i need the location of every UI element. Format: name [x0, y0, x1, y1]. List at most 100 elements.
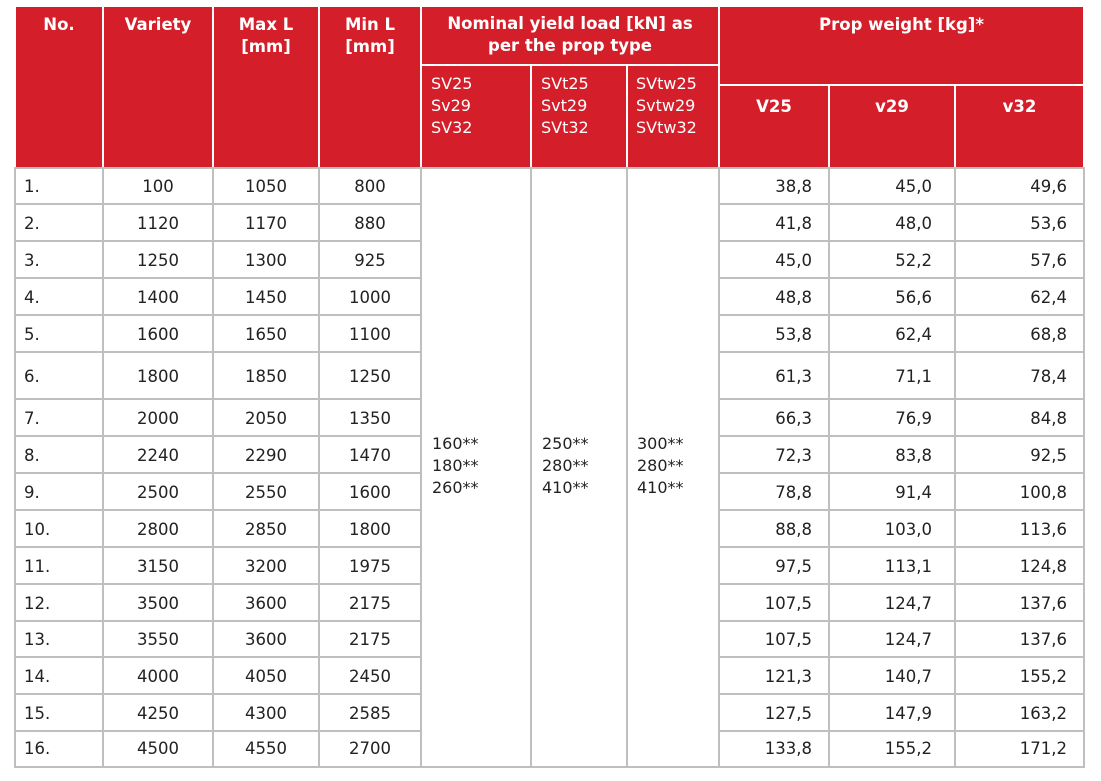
header-type-group-2: SVt25 Svt29 SVt32	[532, 66, 626, 167]
cell-min: 2585	[349, 704, 391, 723]
cell-w32: 124,8	[1019, 557, 1067, 576]
cell-variety: 3150	[137, 557, 179, 576]
cell-w32: 113,6	[1019, 520, 1067, 539]
cell-min: 1100	[349, 325, 391, 344]
type-group-3-label: SVtw25 Svtw29 SVtw32	[636, 74, 697, 137]
cell-w32: 163,2	[1019, 704, 1067, 723]
header-variety: Variety	[104, 7, 212, 167]
cell-w29: 56,6	[895, 288, 932, 307]
yield-values-group-3: 300** 280** 410**	[637, 434, 684, 497]
cell-no: 1.	[24, 177, 40, 196]
row-divider	[16, 435, 422, 437]
cell-w29: 124,7	[884, 594, 932, 613]
cell-min: 880	[354, 214, 386, 233]
cell-no: 2.	[24, 214, 40, 233]
header-prop-weight-label: Prop weight [kg]*	[819, 15, 984, 34]
cell-min: 2175	[349, 594, 391, 613]
cell-max: 4300	[245, 704, 287, 723]
row-divider	[16, 351, 422, 353]
cell-w29: 103,0	[884, 520, 932, 539]
column-divider	[954, 167, 956, 767]
column-divider	[828, 167, 830, 767]
cell-w25: 66,3	[775, 409, 812, 428]
header-min-l-label: Min L [mm]	[344, 15, 396, 56]
cell-max: 1300	[245, 251, 287, 270]
weight-v32-label: v32	[1002, 97, 1037, 116]
cell-min: 1350	[349, 409, 391, 428]
cell-w29: 147,9	[884, 704, 932, 723]
cell-w25: 107,5	[764, 594, 812, 613]
cell-w32: 100,8	[1019, 483, 1067, 502]
column-divider	[626, 167, 628, 767]
row-divider	[718, 398, 1083, 400]
cell-w25: 97,5	[775, 557, 812, 576]
cell-no: 3.	[24, 251, 40, 270]
row-divider	[718, 203, 1083, 205]
cell-max: 3600	[245, 594, 287, 613]
cell-variety: 4000	[137, 667, 179, 686]
row-divider	[718, 730, 1083, 732]
cell-no: 15.	[24, 704, 51, 723]
row-divider	[718, 509, 1083, 511]
column-divider	[102, 167, 104, 767]
cell-no: 8.	[24, 446, 40, 465]
cell-min: 2700	[349, 739, 391, 758]
cell-w32: 49,6	[1030, 177, 1067, 196]
cell-w25: 41,8	[775, 214, 812, 233]
header-weight-v29: v29	[830, 86, 954, 167]
cell-w32: 137,6	[1019, 630, 1067, 649]
cell-min: 2175	[349, 630, 391, 649]
row-divider	[718, 472, 1083, 474]
header-no: No.	[16, 7, 102, 167]
row-divider	[718, 546, 1083, 548]
cell-w29: 52,2	[895, 251, 932, 270]
row-divider	[16, 656, 422, 658]
row-divider	[16, 472, 422, 474]
cell-w25: 78,8	[775, 483, 812, 502]
row-divider	[718, 620, 1083, 622]
cell-max: 4550	[245, 739, 287, 758]
row-divider	[718, 277, 1083, 279]
cell-no: 11.	[24, 557, 51, 576]
cell-w29: 155,2	[884, 739, 932, 758]
row-divider	[718, 314, 1083, 316]
cell-w25: 107,5	[764, 630, 812, 649]
cell-w25: 61,3	[775, 367, 812, 386]
cell-variety: 4250	[137, 704, 179, 723]
cell-variety: 100	[142, 177, 174, 196]
cell-no: 16.	[24, 739, 51, 758]
cell-w25: 121,3	[764, 667, 812, 686]
cell-w29: 124,7	[884, 630, 932, 649]
row-divider	[16, 509, 422, 511]
cell-max: 1170	[245, 214, 287, 233]
cell-no: 14.	[24, 667, 51, 686]
header-prop-weight: Prop weight [kg]*	[720, 7, 1083, 84]
cell-min: 2450	[349, 667, 391, 686]
row-divider	[16, 314, 422, 316]
cell-variety: 3500	[137, 594, 179, 613]
cell-w29: 91,4	[895, 483, 932, 502]
cell-w29: 140,7	[884, 667, 932, 686]
cell-w25: 48,8	[775, 288, 812, 307]
cell-no: 13.	[24, 630, 51, 649]
header-max-l-label: Max L [mm]	[238, 15, 294, 56]
cell-min: 925	[354, 251, 386, 270]
header-yield-load-label: Nominal yield load [kN] as per the prop …	[447, 14, 693, 55]
cell-w29: 45,0	[895, 177, 932, 196]
header-no-label: No.	[43, 15, 75, 34]
row-divider	[16, 693, 422, 695]
cell-variety: 2240	[137, 446, 179, 465]
row-divider	[16, 730, 422, 732]
row-divider	[16, 620, 422, 622]
cell-w29: 62,4	[895, 325, 932, 344]
cell-no: 4.	[24, 288, 40, 307]
cell-w29: 76,9	[895, 409, 932, 428]
cell-variety: 3550	[137, 630, 179, 649]
header-weight-v32: v32	[956, 86, 1083, 167]
cell-max: 1050	[245, 177, 287, 196]
cell-w25: 53,8	[775, 325, 812, 344]
cell-w32: 78,4	[1030, 367, 1067, 386]
cell-variety: 1800	[137, 367, 179, 386]
row-divider	[718, 583, 1083, 585]
cell-w32: 68,8	[1030, 325, 1067, 344]
